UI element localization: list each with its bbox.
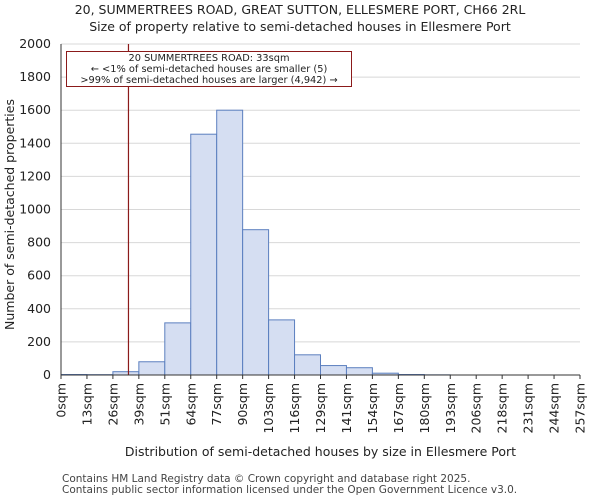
x-tick-label: 13sqm [79, 383, 94, 426]
histogram-bar [345, 367, 373, 376]
x-tick-label: 26sqm [105, 383, 120, 426]
x-tick-label: 257sqm [573, 383, 588, 433]
x-tick-label: 206sqm [469, 383, 484, 433]
x-tick-label: 77sqm [209, 383, 224, 426]
histogram-bar [294, 354, 321, 376]
histogram-bar [138, 361, 166, 376]
chart-title: Size of property relative to semi-detach… [89, 19, 511, 34]
x-tick-label: 103sqm [261, 383, 276, 433]
annotation-smaller: ← <1% of semi-detached houses are smalle… [90, 64, 328, 75]
footer-copyright: Contains HM Land Registry data © Crown c… [62, 473, 471, 485]
histogram-bar [242, 229, 270, 376]
y-tick-label: 600 [27, 268, 51, 283]
x-tick-label: 0sqm [54, 383, 69, 418]
x-tick-label: 141sqm [339, 383, 354, 433]
x-tick-label: 64sqm [183, 383, 198, 426]
histogram-bar [190, 133, 218, 376]
x-axis-label: Distribution of semi-detached houses by … [125, 444, 516, 459]
y-tick-label: 2000 [19, 36, 51, 51]
property-annotation-box: 20 SUMMERTREES ROAD: 33sqm ← <1% of semi… [66, 51, 352, 87]
y-axis-label: Number of semi-detached properties [2, 99, 17, 330]
y-tick-label: 200 [27, 334, 51, 349]
annotation-larger: >99% of semi-detached houses are larger … [80, 75, 338, 86]
y-tick-label: 1400 [19, 135, 51, 150]
annotation-title: 20 SUMMERTREES ROAD: 33sqm [128, 53, 290, 64]
x-tick-label: 90sqm [235, 383, 250, 426]
y-tick-label: 1600 [19, 102, 51, 117]
y-tick-label: 1000 [19, 202, 51, 217]
x-tick-label: 129sqm [313, 383, 328, 433]
gridlines [61, 43, 580, 376]
x-tick-label: 218sqm [495, 383, 510, 433]
histogram-bars [60, 109, 451, 376]
histogram-bar [216, 109, 244, 376]
y-tick-label: 0 [43, 367, 51, 382]
y-tick-label: 800 [27, 235, 51, 250]
x-tick-label: 51sqm [157, 383, 172, 426]
y-tick-label: 1800 [19, 69, 51, 84]
x-tick-label: 167sqm [391, 383, 406, 433]
histogram-bar [164, 322, 192, 376]
x-tick-label: 116sqm [287, 383, 302, 433]
x-tick-label: 180sqm [417, 383, 432, 433]
y-tick-label: 1200 [19, 168, 51, 183]
y-tick-label: 400 [27, 301, 51, 316]
x-tick-label: 154sqm [365, 383, 380, 433]
y-tick-labels: 0 200 400 600 800 1000 1200 1400 1600 1800 2000 [19, 36, 51, 382]
histogram-bar [320, 365, 347, 376]
histogram-bar [268, 319, 296, 376]
x-tick-label: 244sqm [547, 383, 562, 433]
x-tick-label: 231sqm [521, 383, 536, 433]
x-tick-label: 39sqm [131, 383, 146, 426]
x-tick-labels: 0sqm 13sqm 26sqm 39sqm 51sqm 64sqm 77sqm 90sqm 1… [54, 375, 588, 433]
chart-title-address: 20, SUMMERTREES ROAD, GREAT SUTTON, ELLE… [74, 2, 526, 17]
footer-licence: Contains public sector information licen… [62, 484, 518, 496]
x-tick-label: 193sqm [443, 383, 458, 433]
